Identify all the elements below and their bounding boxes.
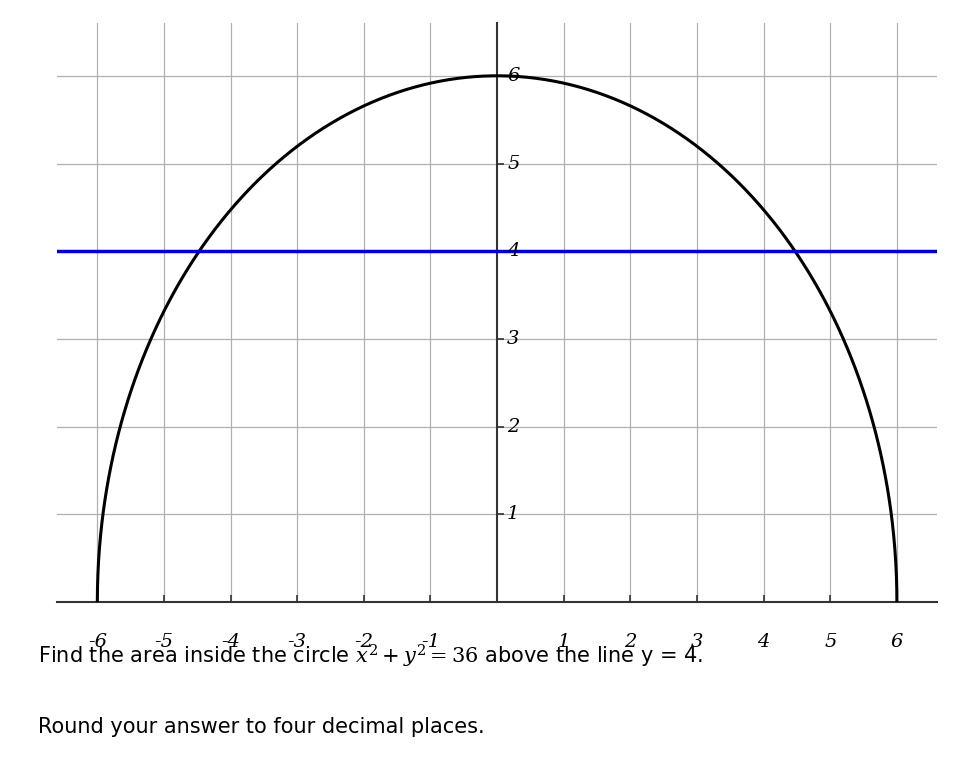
Text: 4: 4 xyxy=(757,633,770,651)
Text: 5: 5 xyxy=(507,154,519,172)
Text: Find the area inside the circle $x^2 + y^2 = 36$ above the line y = 4.: Find the area inside the circle $x^2 + y… xyxy=(38,643,704,670)
Text: 1: 1 xyxy=(507,506,519,523)
Text: 6: 6 xyxy=(507,67,519,85)
Text: 2: 2 xyxy=(624,633,637,651)
Text: 3: 3 xyxy=(507,330,519,348)
Text: Round your answer to four decimal places.: Round your answer to four decimal places… xyxy=(38,717,485,737)
Text: 5: 5 xyxy=(824,633,836,651)
Text: 2: 2 xyxy=(507,418,519,435)
Text: -3: -3 xyxy=(288,633,307,651)
Text: -5: -5 xyxy=(155,633,173,651)
Text: 4: 4 xyxy=(507,242,519,260)
Text: 6: 6 xyxy=(891,633,903,651)
Text: -2: -2 xyxy=(355,633,374,651)
Text: 1: 1 xyxy=(557,633,570,651)
Text: -6: -6 xyxy=(88,633,107,651)
Text: -1: -1 xyxy=(421,633,440,651)
Text: -4: -4 xyxy=(221,633,240,651)
Text: 3: 3 xyxy=(691,633,704,651)
